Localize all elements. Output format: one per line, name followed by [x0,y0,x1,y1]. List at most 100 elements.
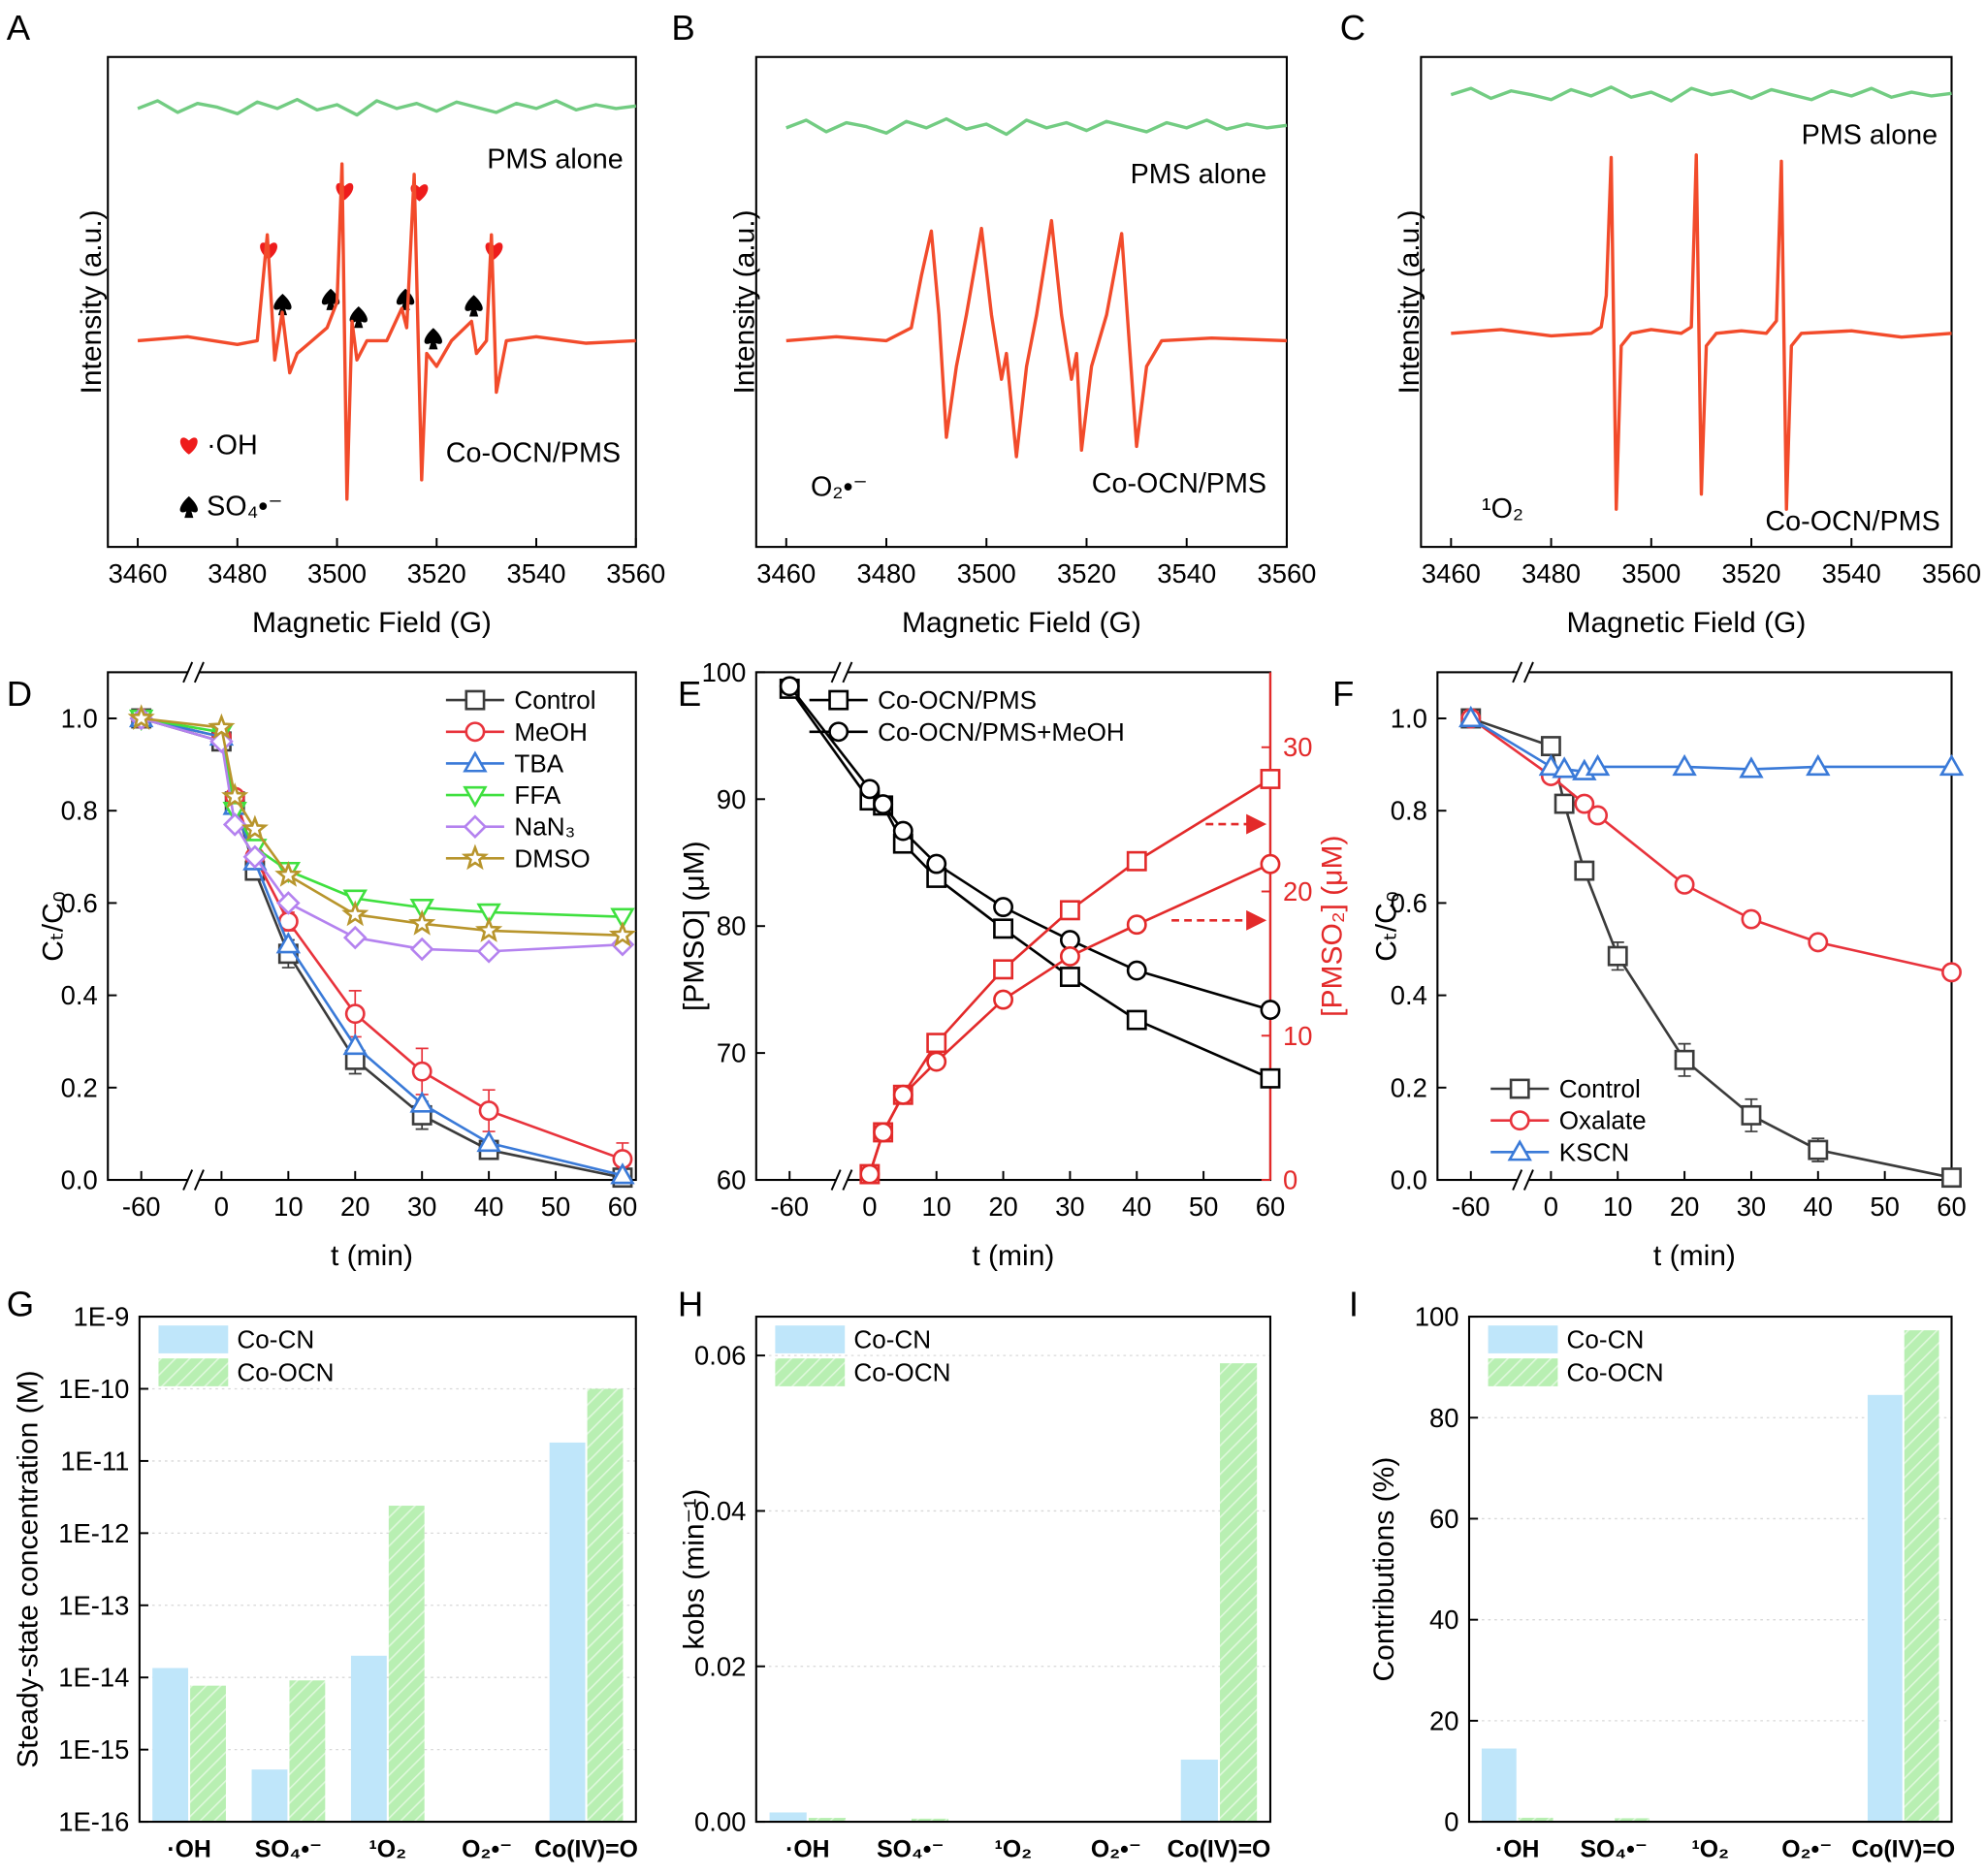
annotation: ·OH [207,430,258,461]
marker [1126,1009,1147,1031]
x-tick-label: 20 [1670,1192,1699,1222]
y-tick-label: 1E-14 [58,1663,129,1693]
marker [463,814,488,839]
y-axis-label: [PMSO] (μM) [678,841,710,1011]
marker [1674,874,1695,895]
x-tick-label: ·OH [785,1836,829,1862]
y-tick-label: 10 [1283,1021,1312,1051]
bar [1481,1748,1517,1823]
marker [274,861,303,887]
marker [1059,900,1080,921]
y-tick-label: 0.6 [1391,888,1427,918]
marker [1509,1078,1530,1099]
x-axis-label: Magnetic Field (G) [902,607,1141,639]
marker [344,1003,366,1025]
plot-frame [1436,671,1953,1182]
marker [408,909,436,936]
marker [478,1100,499,1122]
marker [926,1051,947,1072]
legend-label: Control [1559,1074,1641,1103]
marker [222,812,247,837]
legend-label: Co-OCN/PMS [878,685,1037,715]
y2-axis-label: [PMSO₂] (μM) [1316,836,1348,1017]
y-tick-label: 0.4 [1391,980,1427,1010]
marker [464,721,486,743]
y-tick-label: 0.2 [1391,1072,1427,1102]
bar [1180,1759,1218,1823]
series-line [137,162,636,501]
marker [1587,805,1609,826]
y-axis-label: Intensity (a.u.) [729,209,761,394]
series-line [137,97,636,117]
x-tick-label: 40 [1804,1192,1833,1222]
marker [476,939,501,964]
x-tick-label: ·OH [167,1836,210,1862]
plot-frame [107,55,637,549]
axis-break-gap [188,667,201,678]
legend-swatch [775,1358,846,1386]
x-tick-label: 30 [407,1192,436,1222]
annotation: Co-OCN/PMS [1765,506,1939,537]
x-tick-label: 3520 [407,558,466,588]
x-tick-label: O₂•⁻ [1781,1836,1832,1862]
y-tick-label: 80 [717,911,746,941]
marker [859,1163,881,1185]
x-tick-label: 3520 [1057,558,1116,588]
marker [926,853,947,874]
y-tick-label: 80 [1429,1403,1458,1433]
axis-break-gap [836,1174,849,1186]
x-tick-label: 3560 [1922,558,1981,588]
marker [610,907,635,930]
marker [1540,736,1561,757]
y-tick-label: 0.02 [694,1651,746,1681]
panel-label: H [678,1284,703,1323]
legend-label: MeOH [514,717,587,747]
y-tick-label: 1E-11 [60,1446,129,1476]
marker [1806,753,1831,777]
legend-label: Oxalate [1559,1106,1647,1135]
axis-break [182,1169,205,1191]
marker [409,899,434,921]
legend-swatch [775,1325,846,1353]
marker [341,900,369,927]
marker [859,779,881,800]
x-tick-label: Co(IV)=O [534,1836,638,1862]
marker [1741,1104,1762,1126]
x-tick-label: 30 [1055,1192,1084,1222]
annotation: PMS alone [1802,120,1938,151]
marker [1126,914,1147,936]
marker [993,897,1014,918]
x-tick-label: 20 [988,1192,1017,1222]
y-tick-label: 0.0 [1391,1165,1427,1195]
marker [1808,1139,1829,1161]
y-tick-label: 60 [717,1165,746,1195]
marker [1941,962,1962,983]
panel-label: E [678,674,701,714]
marker [342,1033,368,1056]
legend-swatch [1488,1325,1558,1353]
marker [1260,853,1281,874]
y-tick-label: 0.2 [61,1072,98,1102]
marker [1938,753,1965,777]
x-tick-label: 30 [1737,1192,1766,1222]
bar [289,1680,326,1823]
bar [1615,1818,1650,1823]
series-line [785,116,1288,137]
series-line [1470,716,1952,1179]
x-tick-label: 3460 [756,558,816,588]
y-tick-label: 0.8 [61,796,98,826]
axis-break [830,1169,853,1191]
x-tick-label: 3540 [507,558,566,588]
x-tick-label: 60 [608,1192,637,1222]
x-tick-label: 3460 [1422,558,1481,588]
x-tick-label: Co(IV)=O [1851,1836,1955,1862]
marker [993,918,1014,939]
legend-label: Co-CN [237,1325,314,1354]
annotation: ¹O₂ [1482,493,1523,525]
marker [464,689,486,711]
bar [388,1506,425,1823]
y-axis-label: Cₜ/C₀ [1371,891,1403,962]
bar [1220,1363,1258,1823]
marker [463,750,488,773]
marker [1552,756,1577,779]
